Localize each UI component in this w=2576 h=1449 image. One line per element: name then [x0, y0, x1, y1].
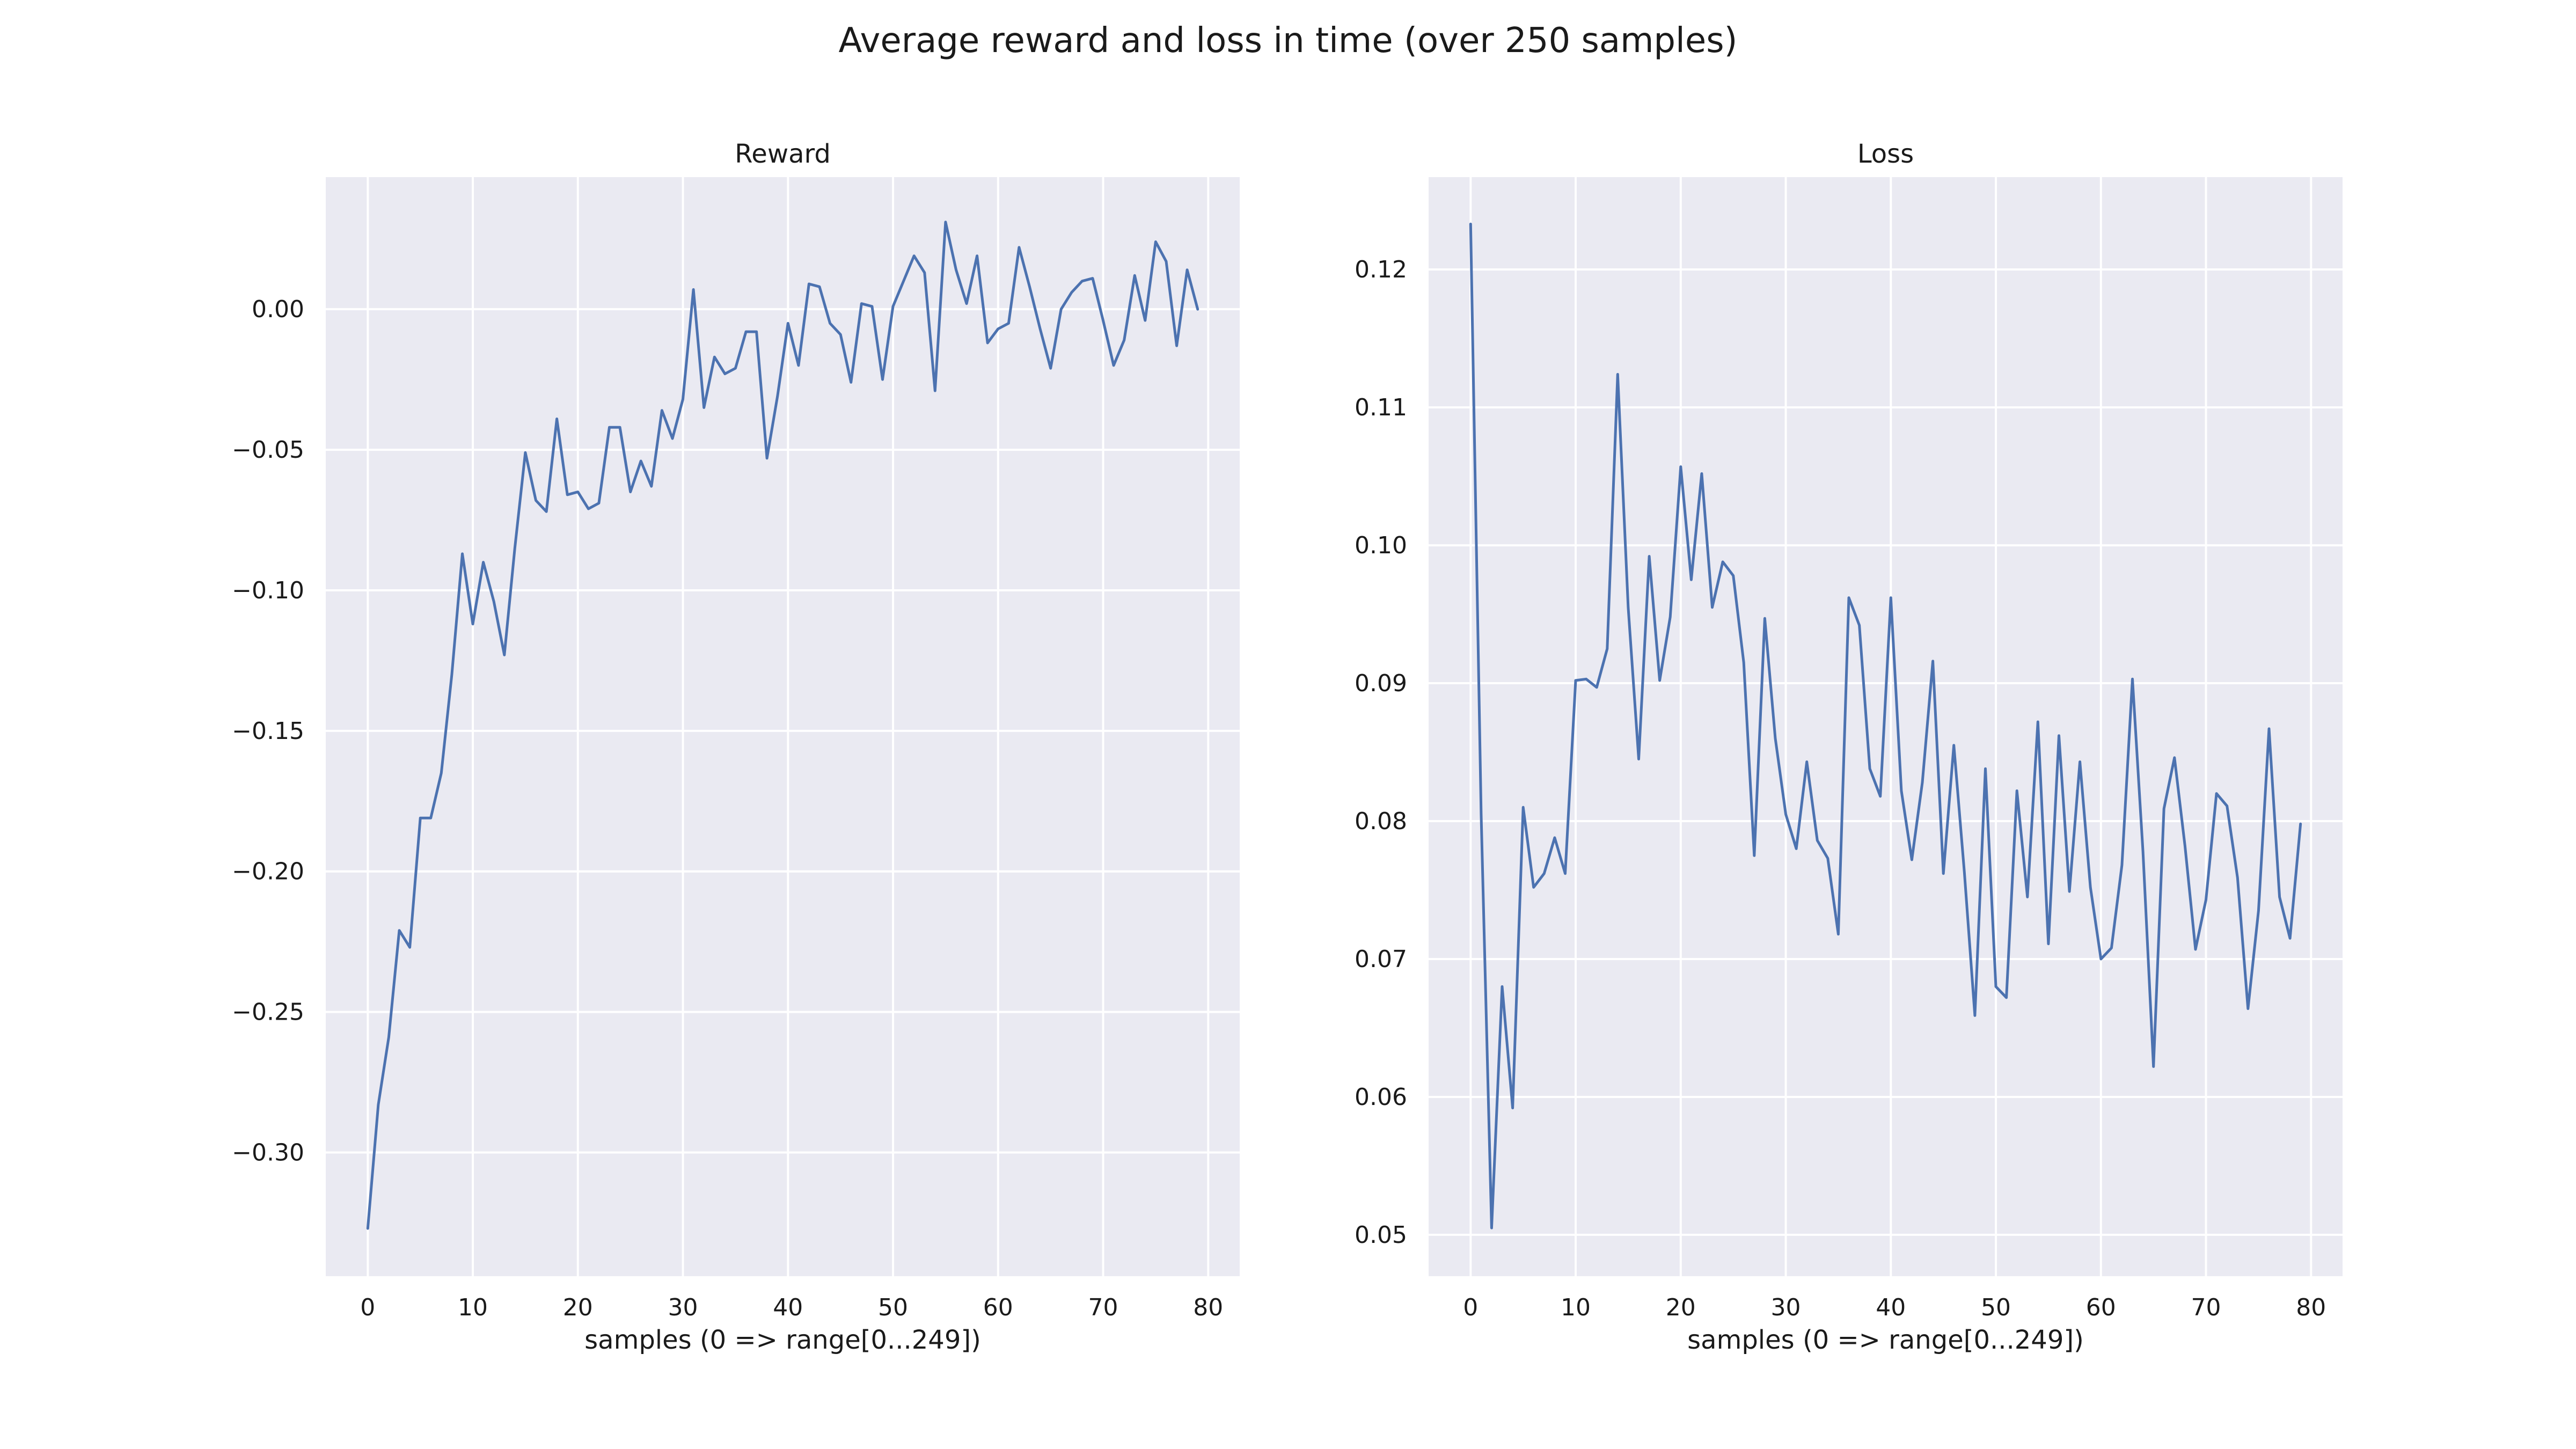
- loss-x-axis-label: samples (0 => range[0...249]): [1687, 1325, 2084, 1355]
- reward-x-tick-label: 30: [668, 1294, 698, 1321]
- reward-x-tick-label: 70: [1088, 1294, 1118, 1321]
- loss-x-tick-label: 80: [2296, 1294, 2326, 1321]
- loss-x-tick-label: 30: [1771, 1294, 1801, 1321]
- reward-y-tick-label: −0.20: [232, 858, 304, 885]
- reward-series-line: [366, 221, 1199, 1230]
- reward-x-axis-label: samples (0 => range[0...249]): [584, 1325, 981, 1355]
- loss-series-line: [1469, 222, 2302, 1230]
- loss-x-tick-label: 10: [1561, 1294, 1591, 1321]
- loss-y-tick-label: 0.08: [1355, 808, 1407, 835]
- loss-y-tick-label: 0.05: [1355, 1221, 1407, 1249]
- loss-x-tick-label: 40: [1876, 1294, 1906, 1321]
- reward-y-tick-label: −0.15: [232, 718, 304, 745]
- reward-x-tick-label: 0: [360, 1294, 375, 1321]
- reward-y-tick-label: −0.05: [232, 436, 304, 464]
- loss-x-tick-label: 50: [1981, 1294, 2011, 1321]
- reward-y-tick-label: 0.00: [252, 296, 304, 323]
- loss-plot-area: [1429, 177, 2343, 1276]
- figure-title: Average reward and loss in time (over 25…: [838, 21, 1737, 61]
- loss-y-tick-label: 0.11: [1355, 394, 1407, 421]
- reward-y-tick-label: −0.10: [232, 577, 304, 604]
- loss-y-tick-label: 0.06: [1355, 1084, 1407, 1111]
- reward-panel: 0 10 20 30 40 50 60 70 80 −0.30 −0.25 −0.20 −0.15 −0.…: [232, 139, 1240, 1355]
- reward-y-tick-label: −0.30: [232, 1139, 304, 1167]
- loss-x-tick-label: 0: [1463, 1294, 1478, 1321]
- loss-x-tick-label: 70: [2191, 1294, 2221, 1321]
- loss-y-tick-label: 0.12: [1355, 256, 1407, 283]
- loss-y-tick-label: 0.10: [1355, 532, 1407, 559]
- reward-x-tick-label: 60: [983, 1294, 1013, 1321]
- reward-x-tick-label: 20: [563, 1294, 593, 1321]
- loss-y-tick-label: 0.09: [1355, 670, 1407, 697]
- loss-panel: 0 10 20 30 40 50 60 70 80 0.05 0.06 0.07 0.08 0.09 0.1…: [1355, 139, 2343, 1355]
- reward-x-tick-label: 10: [458, 1294, 488, 1321]
- reward-y-tick-label: −0.25: [232, 999, 304, 1026]
- loss-chart-title: Loss: [1857, 139, 1914, 169]
- reward-x-tick-label: 80: [1193, 1294, 1223, 1321]
- loss-x-tick-label: 20: [1666, 1294, 1696, 1321]
- reward-x-tick-label: 40: [773, 1294, 803, 1321]
- reward-x-tick-label: 50: [878, 1294, 908, 1321]
- reward-chart-title: Reward: [735, 139, 831, 169]
- loss-y-tick-label: 0.07: [1355, 946, 1407, 973]
- loss-x-tick-label: 60: [2086, 1294, 2116, 1321]
